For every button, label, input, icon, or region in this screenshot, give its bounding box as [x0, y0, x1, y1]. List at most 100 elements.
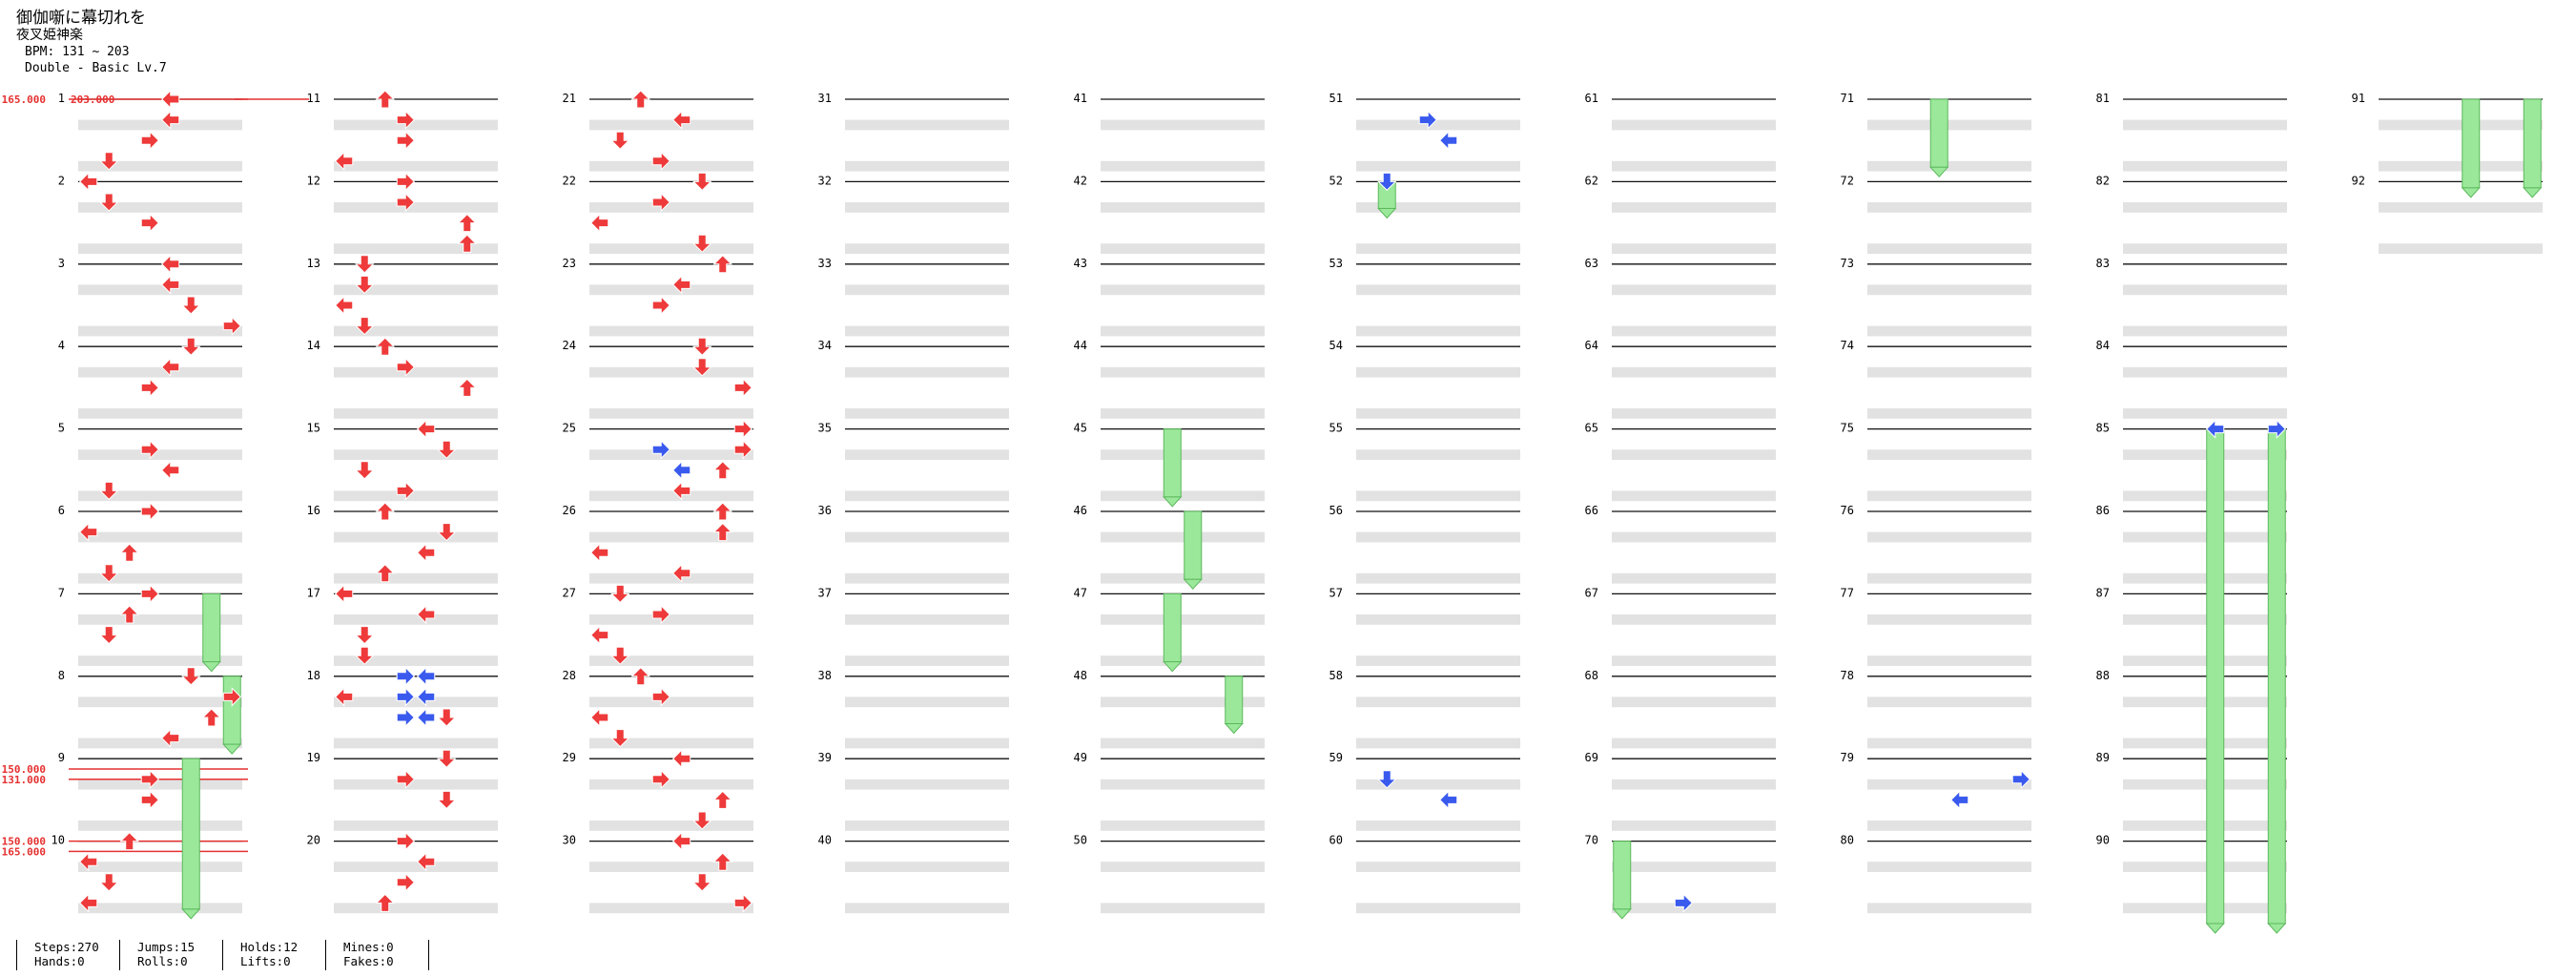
measure-number: 89: [2096, 751, 2110, 764]
beat-band: [845, 490, 1009, 502]
step-arrow: [457, 378, 477, 397]
beat-band: [2123, 202, 2287, 213]
step-arrow: [417, 542, 436, 563]
hold-body: [222, 676, 241, 745]
beat-band: [334, 449, 498, 460]
step-arrow: [712, 502, 732, 521]
beat-band: [2123, 655, 2287, 666]
hold-body: [2523, 98, 2542, 189]
beat-band: [1867, 243, 2031, 254]
measure-number: 22: [563, 174, 576, 187]
beat-band: [78, 614, 242, 625]
step-arrow: [140, 584, 159, 604]
beat-band: [78, 531, 242, 543]
beat-band: [2123, 821, 2287, 831]
step-arrow-blue: [396, 666, 415, 687]
step-arrow: [610, 646, 630, 665]
measure-number: 91: [2352, 92, 2365, 105]
measure-number: 76: [1841, 504, 1854, 517]
hold-body: [202, 592, 221, 663]
measure-number: 84: [2096, 339, 2110, 352]
measure-number: 41: [1074, 92, 1087, 105]
beat-band: [1356, 531, 1520, 543]
step-arrow: [181, 296, 201, 315]
step-arrow: [733, 419, 752, 439]
step-arrow-blue: [1674, 893, 1693, 913]
bpm-value: 203.000: [71, 94, 114, 106]
beat-band: [1356, 449, 1520, 460]
measure-number: 38: [818, 669, 832, 682]
beat-band: [845, 284, 1009, 296]
measure-number: 87: [2096, 586, 2110, 599]
beat-band: [1612, 655, 1776, 666]
stat-mines: Mines:0: [343, 940, 394, 954]
beat-band: [845, 202, 1009, 213]
beat-band: [1101, 862, 1265, 872]
beat-band: [1101, 655, 1265, 666]
beat-band: [78, 862, 242, 872]
step-arrow: [396, 872, 415, 893]
step-arrow: [437, 790, 457, 810]
beat-band: [78, 243, 242, 254]
beat-band: [2123, 572, 2287, 584]
measure-number: 60: [1329, 834, 1343, 847]
beat-band: [334, 696, 498, 708]
step-arrow: [375, 502, 395, 521]
beat-band: [334, 821, 498, 831]
measure-number: 48: [1074, 669, 1087, 682]
beat-band: [1612, 490, 1776, 502]
beat-band: [1101, 119, 1265, 131]
beat-band: [78, 408, 242, 419]
measure-number: 24: [563, 339, 576, 352]
step-arrow: [99, 626, 119, 645]
step-arrow: [417, 604, 436, 625]
measure-number: 35: [818, 422, 832, 435]
beat-band: [1867, 696, 2031, 708]
beat-band: [845, 903, 1009, 914]
measure-number: 2: [58, 174, 65, 187]
beat-band: [845, 243, 1009, 254]
beat-band: [1101, 821, 1265, 831]
beat-band: [1612, 408, 1776, 419]
hold-body: [1163, 428, 1182, 498]
bpm-value: 165.000: [2, 845, 46, 858]
step-arrow: [672, 481, 691, 501]
beat-band: [845, 366, 1009, 378]
step-arrow: [396, 110, 415, 130]
step-arrow: [630, 90, 650, 109]
step-arrow: [99, 873, 119, 892]
step-arrow: [712, 255, 732, 274]
beat-band: [2123, 325, 2287, 337]
measure-number: 9: [58, 751, 65, 764]
step-arrow-blue: [417, 707, 436, 728]
stat-fakes: Fakes:0: [343, 954, 394, 968]
step-arrow-blue: [1439, 130, 1458, 151]
beat-band: [1356, 903, 1520, 914]
beat-band: [1101, 449, 1265, 460]
measure-number: 66: [1585, 504, 1598, 517]
beat-band: [2123, 284, 2287, 296]
step-arrow: [733, 893, 752, 913]
beat-band: [1867, 779, 2031, 790]
step-arrow: [692, 234, 712, 253]
beat-band: [589, 696, 753, 708]
beat-band: [589, 325, 753, 337]
beat-band: [1867, 408, 2031, 419]
step-arrow: [590, 625, 609, 645]
stat-hands: Hands:0: [34, 954, 85, 968]
beat-band: [78, 572, 242, 584]
measure-number: 64: [1585, 339, 1598, 352]
measure-number: 25: [563, 422, 576, 435]
step-arrow: [712, 790, 732, 809]
beat-band: [334, 490, 498, 502]
measure-number: 72: [1841, 174, 1854, 187]
beat-band: [1356, 862, 1520, 872]
beat-band: [1867, 449, 2031, 460]
beat-band: [1867, 202, 2031, 213]
measure-number: 37: [818, 586, 832, 599]
measure-number: 82: [2096, 174, 2110, 187]
measure-number: 92: [2352, 174, 2365, 187]
beat-band: [1101, 160, 1265, 172]
measure-number: 43: [1074, 257, 1087, 270]
measure-number: 12: [307, 174, 320, 187]
